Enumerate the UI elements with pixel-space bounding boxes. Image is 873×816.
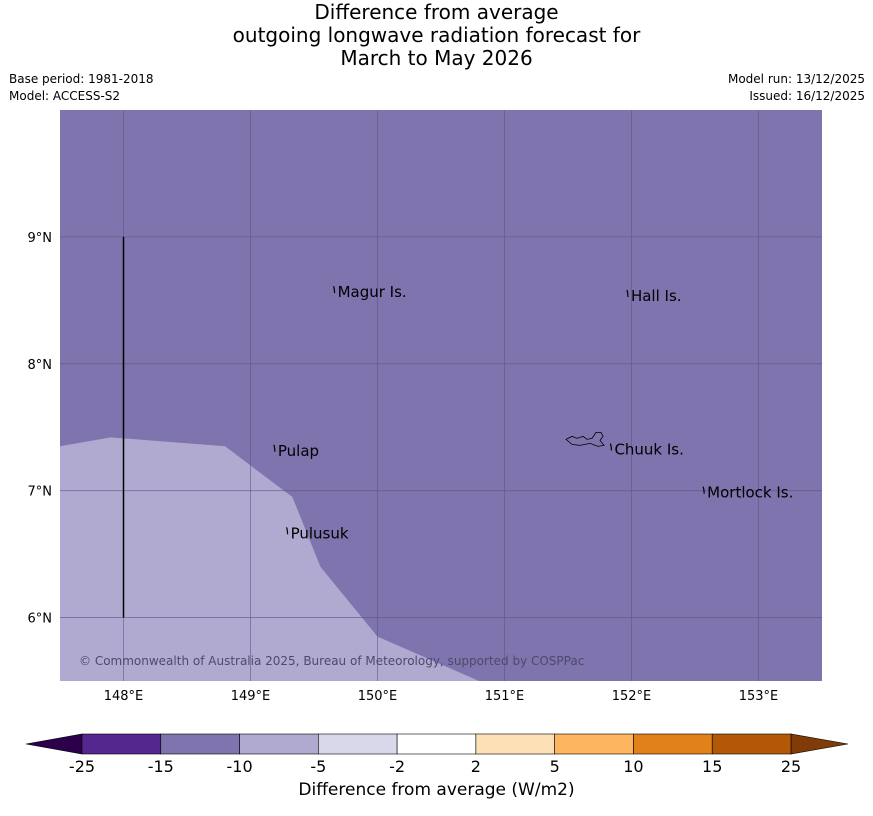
issued-date: Issued: 16/12/2025 — [749, 89, 865, 103]
lat-tick-label: 9°N — [28, 231, 53, 246]
lon-tick-label: 150°E — [358, 689, 398, 704]
island-mark — [609, 443, 613, 451]
island-mark — [333, 285, 336, 294]
island-mark — [273, 444, 276, 452]
colorbar-segment — [396, 733, 477, 755]
place-label: Chuuk Is. — [614, 441, 683, 459]
place-label: Hall Is. — [631, 287, 682, 305]
map-plot-area: Magur Is. Hall Is. Pulap Chuuk Is. Mortlock … — [60, 110, 822, 681]
island-mark — [286, 527, 289, 535]
colorbar-tick-label: 2 — [471, 757, 481, 776]
colorbar-label: Difference from average (W/m2) — [298, 780, 575, 800]
colorbar-segment — [318, 733, 398, 755]
place-label: Magur Is. — [338, 283, 407, 301]
colorbar-segment — [239, 733, 319, 755]
map-title: Difference from average outgoing longwav… — [0, 1, 873, 70]
island-mark — [702, 486, 705, 494]
colorbar-tick-label: -2 — [389, 757, 405, 776]
colorbar-tick-label: 15 — [702, 757, 722, 776]
colorbar-over-arrow — [790, 733, 849, 755]
colorbar-tick-label: -15 — [148, 757, 174, 776]
lat-tick-label: 6°N — [28, 612, 53, 627]
island-mark — [626, 289, 629, 297]
title-line-3: March to May 2026 — [340, 46, 533, 70]
colorbar-segment — [711, 733, 792, 755]
colorbar-segment — [160, 733, 240, 755]
meta-right: Model run: 13/12/2025 Issued: 16/12/2025 — [728, 71, 865, 105]
place-label: Mortlock Is. — [707, 484, 793, 502]
lon-tick-label: 148°E — [104, 689, 144, 704]
base-period: Base period: 1981-2018 — [9, 72, 154, 86]
lat-tick-label: 7°N — [28, 485, 53, 500]
colorbar-tick-label: 5 — [550, 757, 560, 776]
meta-left: Base period: 1981-2018 Model: ACCESS-S2 — [9, 71, 154, 105]
place-label: Pulusuk — [291, 524, 349, 542]
lon-tick-label: 152°E — [612, 689, 652, 704]
weaker-anomaly-region — [60, 437, 480, 681]
title-line-2: outgoing longwave radiation forecast for — [232, 23, 641, 47]
model-name: Model: ACCESS-S2 — [9, 89, 121, 103]
colorbar-segment — [554, 733, 634, 755]
colorbar-tick-label: 10 — [623, 757, 643, 776]
colorbar-tick-label: -10 — [226, 757, 252, 776]
colorbar-segment — [633, 733, 713, 755]
lon-tick-label: 151°E — [485, 689, 525, 704]
colorbar-tick-label: -5 — [310, 757, 326, 776]
lon-tick-label: 153°E — [739, 689, 779, 704]
colorbar-segment — [475, 733, 555, 755]
colorbar-under-arrow — [25, 733, 83, 755]
lat-tick-label: 8°N — [28, 358, 53, 373]
chuuk-lagoon-outline — [565, 431, 605, 447]
lon-tick-label: 149°E — [231, 689, 271, 704]
colorbar-segment — [81, 733, 162, 755]
colorbar-tick-label: 25 — [781, 757, 801, 776]
colorbar-tick-label: -25 — [69, 757, 95, 776]
title-line-1: Difference from average — [314, 0, 559, 24]
copyright-notice: © Commonwealth of Australia 2025, Bureau… — [79, 654, 584, 668]
model-run: Model run: 13/12/2025 — [727, 72, 865, 86]
place-label: Pulap — [278, 442, 319, 460]
